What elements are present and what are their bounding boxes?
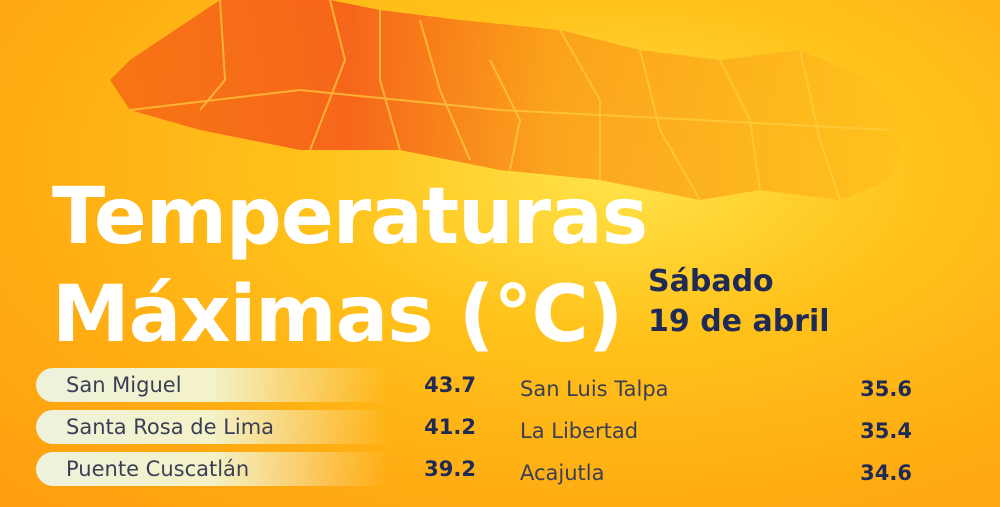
list-item: San Miguel 43.7 — [36, 368, 476, 402]
temperature-value: 34.6 — [860, 461, 912, 485]
city-name: San Luis Talpa — [520, 377, 669, 401]
temperature-value: 35.6 — [860, 377, 912, 401]
title-line-1: Temperaturas — [52, 172, 648, 262]
city-name: La Libertad — [520, 419, 639, 443]
title-line-2: Máximas (°C) — [52, 270, 623, 360]
temperature-value: 35.4 — [860, 419, 912, 443]
list-item: Santa Rosa de Lima 41.2 — [36, 410, 476, 444]
date-label: Sábado 19 de abril — [648, 262, 830, 342]
temperature-value: 43.7 — [424, 373, 476, 397]
el-salvador-map — [110, 0, 910, 201]
city-name: San Miguel — [66, 373, 182, 397]
list-item: Acajutla 34.6 — [520, 456, 920, 490]
city-name: Acajutla — [520, 461, 605, 485]
city-name: Puente Cuscatlán — [66, 457, 250, 481]
temperature-value: 39.2 — [424, 457, 476, 481]
list-item: San Luis Talpa 35.6 — [520, 372, 920, 406]
city-name: Santa Rosa de Lima — [66, 415, 275, 439]
page-title: Temperaturas Máximas (°C) — [52, 168, 648, 364]
day-label: Sábado — [648, 264, 774, 299]
date-value: 19 de abril — [648, 304, 830, 339]
list-item: Puente Cuscatlán 39.2 — [36, 452, 476, 486]
temperature-value: 41.2 — [424, 415, 476, 439]
list-item: La Libertad 35.4 — [520, 414, 920, 448]
